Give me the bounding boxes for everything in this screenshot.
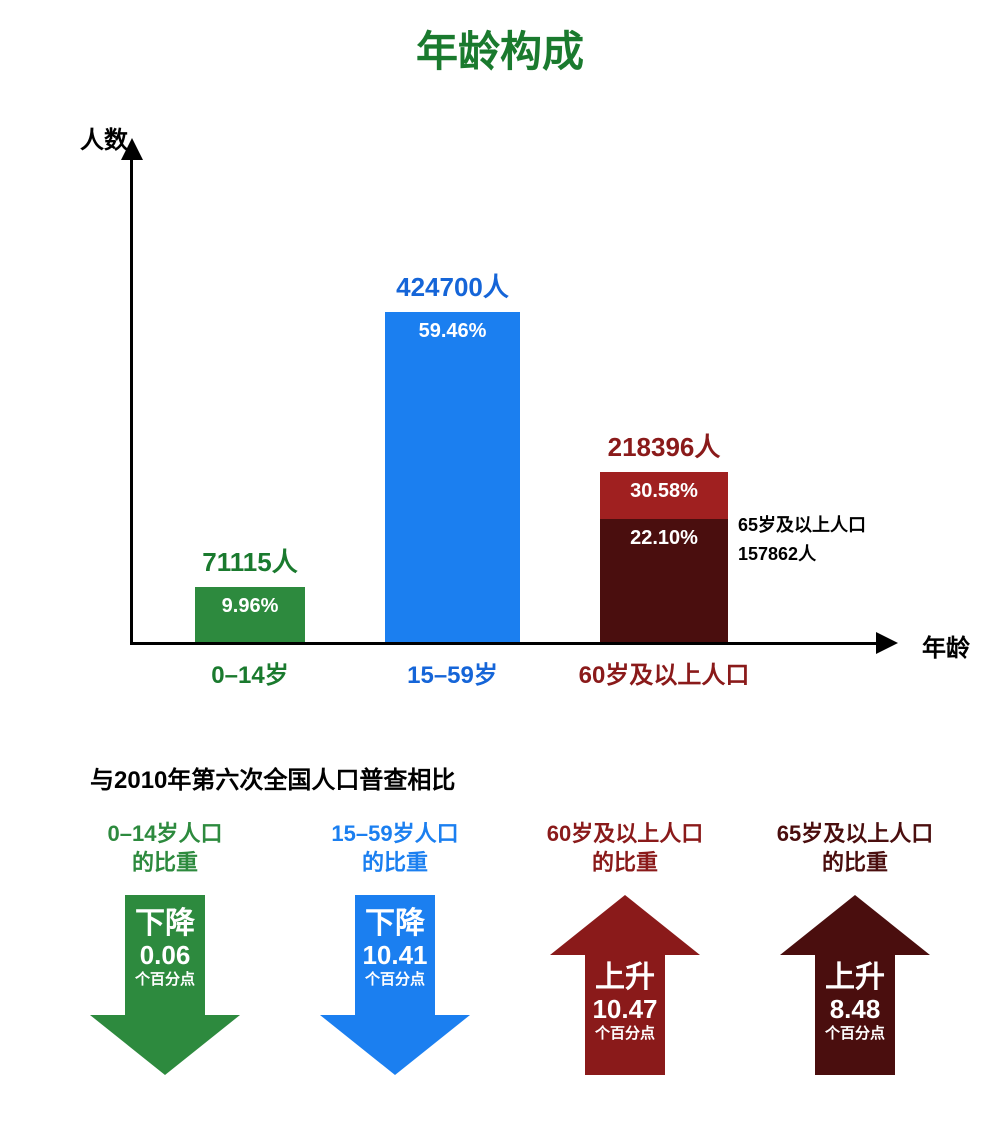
x-axis-label: 年龄 bbox=[922, 628, 970, 663]
bar-value-label: 218396人 bbox=[564, 427, 764, 464]
x-axis-arrow-icon bbox=[876, 632, 898, 654]
arrow-unit: 个百分点 bbox=[330, 972, 460, 989]
comparison-item: 0–14岁人口的比重下降0.06 个百分点 bbox=[60, 820, 270, 1075]
bar-percent-bottom: 22.10% bbox=[600, 519, 728, 550]
arrow-text: 下降0.06 个百分点 bbox=[100, 909, 230, 988]
arrow-direction-text: 下降 bbox=[100, 909, 230, 939]
x-axis bbox=[130, 642, 880, 645]
arrow-value: 10.47 bbox=[560, 995, 690, 1024]
comparison-label: 15–59岁人口的比重 bbox=[290, 820, 500, 877]
comparison-label: 0–14岁人口的比重 bbox=[60, 820, 270, 877]
bar-value-label: 71115人 bbox=[150, 542, 350, 579]
comparison-item: 60岁及以上人口的比重上升10.47 个百分点 bbox=[520, 820, 730, 1075]
arrow-value: 8.48 bbox=[790, 995, 920, 1024]
comparison-item: 65岁及以上人口的比重上升8.48 个百分点 bbox=[750, 820, 960, 1075]
arrow-value: 0.06 bbox=[100, 941, 230, 970]
arrow-text: 上升8.48 个百分点 bbox=[790, 963, 920, 1042]
arrow-unit: 个百分点 bbox=[560, 1026, 690, 1043]
arrow-down-icon: 下降0.06 个百分点 bbox=[60, 895, 270, 1075]
bar-segment-bottom: 22.10% bbox=[600, 519, 728, 642]
bar: 9.96% bbox=[195, 587, 305, 642]
arrow-text: 上升10.47 个百分点 bbox=[560, 963, 690, 1042]
page-title: 年龄构成 bbox=[0, 0, 1000, 79]
y-axis-arrow-icon bbox=[121, 138, 143, 160]
bar-segment-top: 30.58% bbox=[600, 472, 728, 519]
bar: 59.46% bbox=[385, 312, 520, 642]
arrow-unit: 个百分点 bbox=[790, 1026, 920, 1043]
arrow-direction-text: 上升 bbox=[560, 963, 690, 993]
arrow-value: 10.41 bbox=[330, 941, 460, 970]
arrow-up-icon: 上升8.48 个百分点 bbox=[750, 895, 960, 1075]
bar-percent: 59.46% bbox=[385, 312, 520, 343]
arrow-unit: 个百分点 bbox=[100, 972, 230, 989]
arrow-up-icon: 上升10.47 个百分点 bbox=[520, 895, 730, 1075]
arrow-direction-text: 下降 bbox=[330, 909, 460, 939]
bar-category-label: 0–14岁 bbox=[170, 655, 330, 690]
arrow-down-icon: 下降10.41 个百分点 bbox=[290, 895, 500, 1075]
bar-chart: 人数 年龄 71115人9.96%0–14岁424700人59.46%15–59… bbox=[90, 130, 920, 690]
bar-value-label: 424700人 bbox=[353, 267, 553, 304]
bar-category-label: 15–59岁 bbox=[373, 655, 533, 690]
y-axis bbox=[130, 150, 133, 645]
bar-percent-top: 30.58% bbox=[600, 472, 728, 503]
comparison-label: 60岁及以上人口的比重 bbox=[520, 820, 730, 877]
comparison-heading: 与2010年第六次全国人口普查相比 bbox=[90, 760, 455, 795]
bar-side-note: 65岁及以上人口157862人 bbox=[738, 511, 866, 569]
bar-percent: 9.96% bbox=[195, 587, 305, 618]
arrow-text: 下降10.41 个百分点 bbox=[330, 909, 460, 988]
comparison-row: 0–14岁人口的比重下降0.06个百分点15–59岁人口的比重下降10.41个百… bbox=[60, 820, 960, 1075]
arrow-direction-text: 上升 bbox=[790, 963, 920, 993]
comparison-item: 15–59岁人口的比重下降10.41 个百分点 bbox=[290, 820, 500, 1075]
bar-category-label: 60岁及以上人口 bbox=[554, 655, 774, 690]
comparison-label: 65岁及以上人口的比重 bbox=[750, 820, 960, 877]
